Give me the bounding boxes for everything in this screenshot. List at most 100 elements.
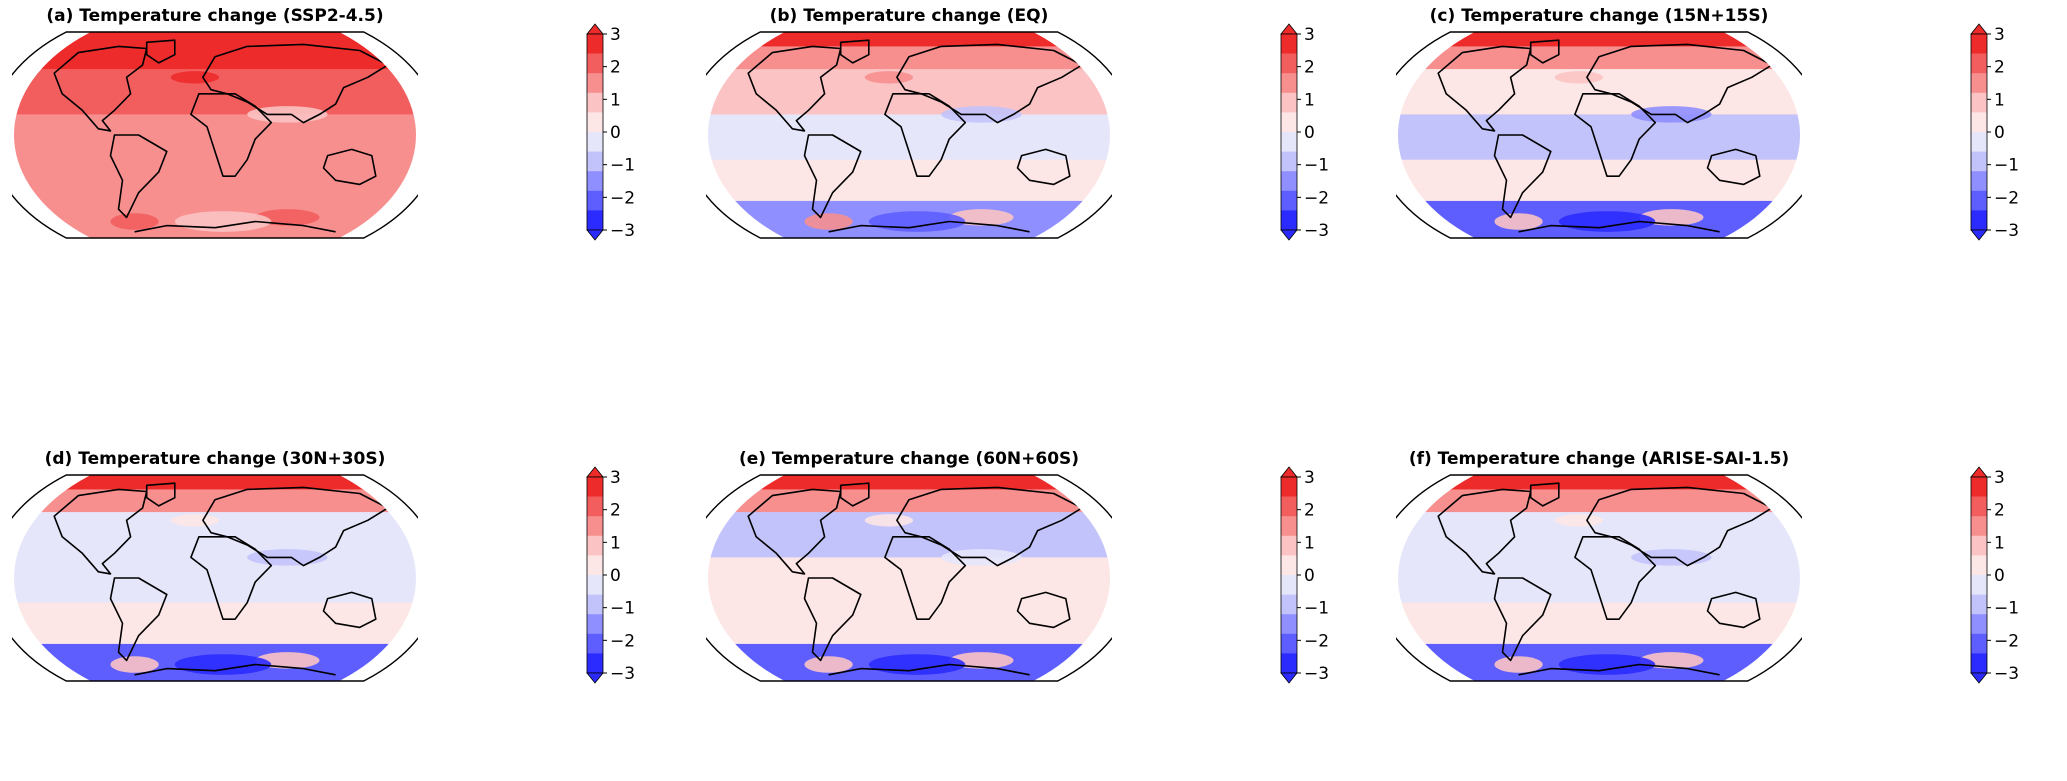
colorbar-tick-label: −2	[1304, 631, 1329, 651]
coastline	[1529, 482, 1560, 507]
colorbar-segment	[1281, 73, 1297, 94]
colorbar-tick-label: 2	[1994, 501, 2005, 521]
colorbar-segment	[587, 53, 603, 74]
colorbar-tick-label: 2	[610, 501, 621, 521]
colorbar-tick-label: 1	[1304, 533, 1315, 553]
coastline	[1586, 43, 1773, 124]
colorbar-segment	[1281, 614, 1297, 635]
colorbar-segment	[1281, 171, 1297, 192]
colorbar-tick-label: 3	[1304, 25, 1315, 45]
coastline	[202, 486, 389, 567]
colorbar-tick-label: 3	[1994, 25, 2005, 45]
band-arctic	[14, 475, 416, 490]
colorbar-segment	[587, 516, 603, 537]
colorbar-extend-min	[1280, 229, 1298, 241]
colorbar-tick-label: −1	[1994, 599, 2019, 619]
band-south-mid	[708, 602, 1110, 645]
colorbar-segment	[1971, 535, 1987, 556]
map-boundary	[1396, 474, 1802, 682]
coastline	[1706, 148, 1761, 186]
coastline	[322, 148, 377, 186]
anomaly-patch	[1639, 209, 1704, 226]
map	[1396, 474, 1802, 682]
colorbar: −3 −2 −1 0 1 2 3 K	[1280, 466, 1349, 684]
colorbar-segment	[587, 73, 603, 94]
coastline	[1437, 45, 1532, 132]
coastline	[109, 134, 168, 219]
colorbar-segment	[587, 92, 603, 113]
colorbar-segment	[587, 112, 603, 133]
colorbar-extend-max	[1280, 466, 1298, 478]
colorbar-extend-min	[1970, 672, 1988, 684]
colorbar-tick-label: −1	[610, 156, 635, 176]
anomaly-patch	[110, 213, 159, 230]
colorbar-segment	[1281, 190, 1297, 211]
colorbar-segment	[1971, 132, 1987, 152]
colorbar-unit-label: K	[650, 126, 655, 138]
colorbar-segment	[1971, 190, 1987, 211]
colorbar-segment	[1971, 171, 1987, 192]
colorbar-segment	[1281, 516, 1297, 537]
coastline	[134, 220, 336, 233]
colorbar-segment	[1971, 92, 1987, 113]
band-arctic	[14, 32, 416, 47]
colorbar-extend-max	[586, 23, 604, 35]
colorbar-extend-min	[586, 229, 604, 241]
coastline	[1706, 591, 1761, 629]
band-south-mid	[14, 159, 416, 202]
panel-title: (e) Temperature change (60N+60S)	[738, 449, 1080, 469]
colorbar-tick-label: 0	[610, 123, 621, 143]
anomaly-patch	[864, 514, 914, 527]
map	[1396, 31, 1802, 239]
coastline	[884, 92, 967, 177]
coastline	[145, 482, 176, 507]
map	[12, 474, 418, 682]
map	[12, 31, 418, 239]
colorbar-tick-label: 3	[610, 25, 621, 45]
anomaly-patch	[1554, 71, 1604, 84]
colorbar-segment	[587, 653, 603, 674]
colorbar-segment	[1281, 132, 1297, 152]
colorbar-segment	[1281, 555, 1297, 576]
colorbar-segment	[1971, 53, 1987, 74]
colorbar-segment	[587, 614, 603, 635]
coastline	[1574, 535, 1657, 620]
map-boundary	[706, 31, 1112, 239]
colorbar: −3 −2 −1 0 1 2 3 K	[1280, 23, 1349, 241]
coastline	[1529, 39, 1560, 64]
colorbar-segment	[1281, 210, 1297, 231]
colorbar-tick-label: −2	[610, 188, 635, 208]
colorbar-tick-label: 0	[610, 566, 621, 586]
colorbar-extend-max	[1970, 23, 1988, 35]
colorbar-segment	[1281, 34, 1297, 54]
colorbar-segment	[587, 555, 603, 576]
coastline	[803, 577, 862, 662]
coastline	[134, 663, 336, 676]
colorbar-segment	[1971, 112, 1987, 133]
colorbar-extend-max	[586, 466, 604, 478]
coastline	[1016, 591, 1071, 629]
colorbar-segment	[1971, 516, 1987, 537]
band-south-mid	[1398, 159, 1800, 202]
coastline	[747, 488, 842, 575]
anomaly-patch	[1554, 514, 1604, 527]
coastline	[896, 486, 1083, 567]
band-south-mid	[1398, 602, 1800, 645]
colorbar-segment	[587, 34, 603, 54]
coastline	[53, 45, 148, 132]
map	[706, 474, 1112, 682]
colorbar-tick-label: −2	[610, 631, 635, 651]
colorbar-segment	[1971, 555, 1987, 576]
colorbar-tick-label: 3	[1304, 468, 1315, 488]
anomaly-patch	[864, 71, 914, 84]
colorbar-segment	[1281, 112, 1297, 133]
map-boundary	[12, 31, 418, 239]
map-boundary	[1396, 31, 1802, 239]
colorbar-segment	[1281, 53, 1297, 74]
band-south-mid	[708, 159, 1110, 202]
coastline	[53, 488, 148, 575]
anomaly-patch	[1494, 213, 1543, 230]
coastline	[896, 43, 1083, 124]
colorbar-tick-label: −3	[1304, 664, 1329, 684]
colorbar-tick-label: −1	[1994, 156, 2019, 176]
